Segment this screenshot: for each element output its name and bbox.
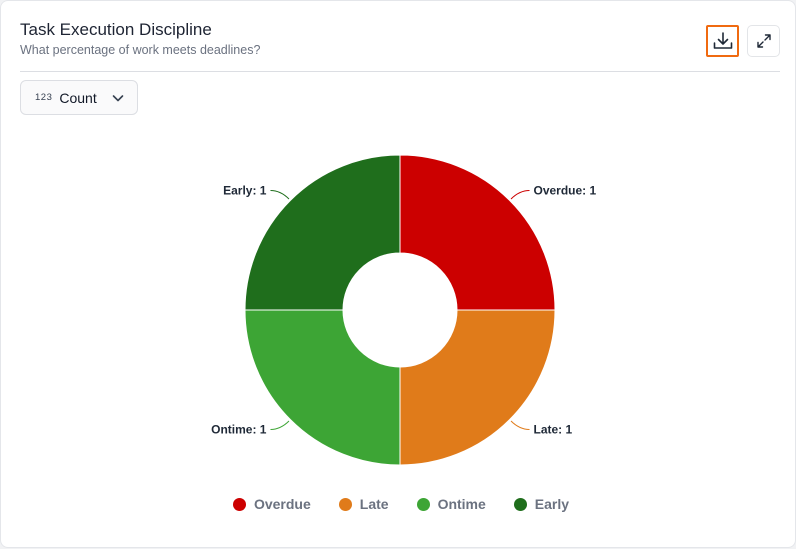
legend-label: Overdue bbox=[253, 496, 311, 512]
legend-label: Ontime bbox=[437, 496, 486, 512]
download-icon bbox=[713, 32, 732, 49]
card-title: Task Execution Discipline bbox=[20, 20, 212, 39]
card-subtitle: What percentage of work meets deadlines? bbox=[20, 43, 261, 57]
slice-late[interactable] bbox=[399, 309, 556, 466]
legend-label: Early bbox=[534, 496, 570, 512]
legend-item-overdue[interactable]: Overdue bbox=[232, 496, 311, 512]
slice-overdue[interactable] bbox=[399, 154, 556, 311]
chevron-down-icon bbox=[112, 95, 124, 102]
expand-icon bbox=[756, 34, 771, 48]
slice-ontime[interactable] bbox=[244, 309, 401, 466]
chart-legend: Overdue Late Ontime Early bbox=[1, 496, 796, 512]
legend-item-ontime[interactable]: Ontime bbox=[416, 496, 486, 512]
legend-marker bbox=[338, 497, 352, 511]
metric-dropdown-value: Count bbox=[59, 89, 97, 106]
leader-line-late bbox=[510, 420, 530, 431]
legend-item-early[interactable]: Early bbox=[513, 496, 570, 512]
leader-line-ontime bbox=[270, 420, 290, 431]
data-label-ontime: Ontime: 1 bbox=[211, 423, 267, 437]
download-button[interactable] bbox=[706, 25, 739, 57]
expand-button[interactable] bbox=[747, 25, 780, 57]
legend-marker bbox=[513, 497, 527, 511]
data-label-late: Late: 1 bbox=[534, 423, 573, 437]
legend-label: Late bbox=[359, 496, 389, 512]
data-label-overdue: Overdue: 1 bbox=[534, 183, 597, 197]
number-type-icon: 123 bbox=[35, 92, 53, 103]
legend-marker bbox=[232, 497, 246, 511]
header-divider bbox=[20, 71, 780, 72]
slice-early[interactable] bbox=[244, 154, 401, 311]
data-label-early: Early: 1 bbox=[223, 183, 267, 197]
leader-line-overdue bbox=[510, 189, 530, 200]
legend-marker bbox=[416, 497, 430, 511]
metric-dropdown[interactable]: 123 Count bbox=[20, 80, 138, 115]
legend-item-late[interactable]: Late bbox=[338, 496, 389, 512]
leader-line-early bbox=[270, 189, 290, 200]
